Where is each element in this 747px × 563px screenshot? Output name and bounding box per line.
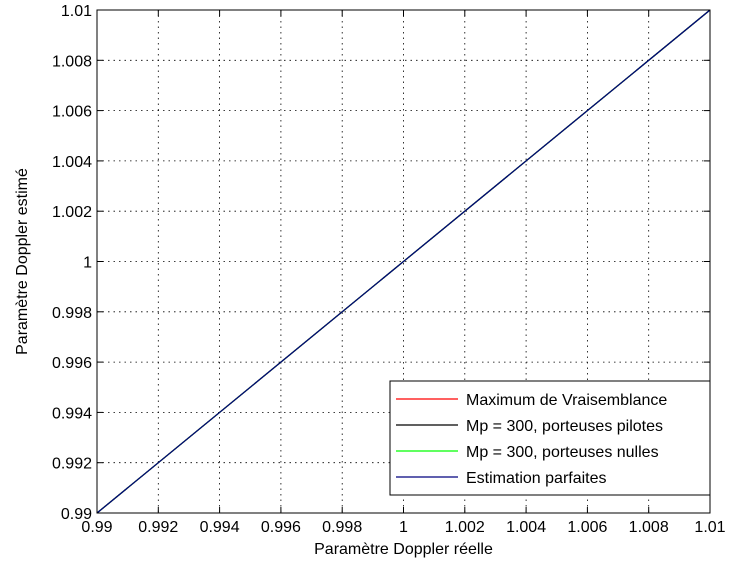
legend-label: Estimation parfaites [466, 470, 607, 487]
series-lines [96, 9, 711, 514]
series-line-4 [96, 9, 711, 514]
y-axis-label: Paramètre Doppler estimé [14, 168, 31, 355]
x-tick-label: 0.998 [322, 519, 362, 536]
x-tick-label: 1.002 [445, 519, 485, 536]
y-tick-label: 1.006 [52, 104, 92, 121]
x-tick-label: 0.992 [138, 519, 178, 536]
legend-box [389, 380, 711, 496]
y-tick-label: 1 [83, 255, 92, 272]
legend-label: Maximum de Vraisemblance [466, 392, 667, 409]
legend-label: Mp = 300, porteuses pilotes [466, 418, 663, 435]
x-tick-label: 0.994 [200, 519, 240, 536]
x-tick-label: 1.004 [506, 519, 546, 536]
y-tick-label: 0.998 [52, 305, 92, 322]
x-tick-label: 1 [399, 519, 408, 536]
y-tick-label: 1.008 [52, 53, 92, 70]
x-tick-label: 1.008 [629, 519, 669, 536]
x-tick-label: 1.006 [567, 519, 607, 536]
x-tick-label: 1.01 [694, 519, 725, 536]
y-tick-label: 1.004 [52, 154, 92, 171]
y-tick-label: 1.002 [52, 204, 92, 221]
axis-ticks: 0.99 0.992 0.994 0.996 0.998 1 1.002 1.004 1.006… [52, 3, 726, 536]
x-axis-label: Paramètre Doppler réelle [314, 541, 493, 558]
x-tick-label: 0.99 [81, 519, 112, 536]
legend-label: Mp = 300, porteuses nulles [466, 444, 659, 461]
y-tick-label: 0.994 [52, 405, 92, 422]
y-tick-label: 0.992 [52, 456, 92, 473]
y-tick-label: 1.01 [61, 3, 92, 20]
x-tick-label: 0.996 [261, 519, 301, 536]
y-tick-label: 0.99 [61, 506, 92, 523]
y-tick-label: 0.996 [52, 355, 92, 372]
legend: Maximum de Vraisemblance Mp = 300, porteu… [389, 380, 711, 496]
